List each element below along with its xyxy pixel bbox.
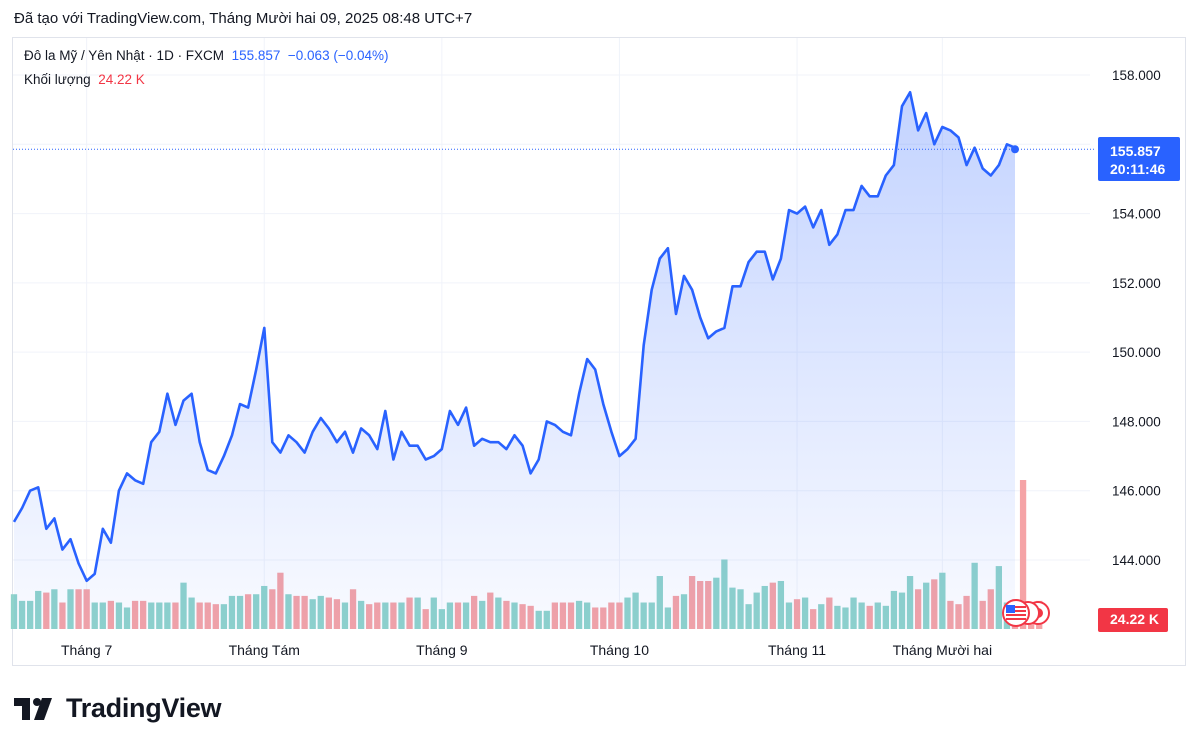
volume-bar — [1019, 480, 1027, 629]
y-tick-label: 152.000 — [1112, 276, 1161, 291]
chart-credit-header: Đã tạo với TradingView.com, Tháng Mười h… — [14, 10, 473, 27]
y-tick-label: 154.000 — [1112, 207, 1161, 222]
x-axis: Tháng 7 Tháng Tám Tháng 9 Tháng 10 Tháng 11 T… — [61, 642, 992, 658]
x-tick-label: Tháng Tám — [229, 642, 300, 658]
last-price-dot — [1011, 145, 1019, 154]
volume-value: 24.22 K — [98, 72, 145, 87]
x-tick-label: Tháng 10 — [590, 642, 649, 658]
y-tick-label: 148.000 — [1112, 414, 1161, 429]
events-flags[interactable] — [998, 598, 1054, 628]
last-price-value: 155.857 — [231, 48, 281, 63]
symbol-name: Đô la Mỹ / Yên Nhật · 1D · FXCM — [24, 48, 225, 63]
volume-legend[interactable]: Khối lượng 24.22 K — [24, 72, 145, 87]
price-line — [12, 91, 1016, 583]
volume-label: Khối lượng — [24, 72, 91, 87]
y-tick-label: 158.000 — [1112, 68, 1161, 83]
chart-frame[interactable] — [12, 37, 1186, 666]
brand-name: TradingView — [66, 693, 222, 723]
price-axis-tag: 155.857 20:11:46 — [1098, 137, 1180, 181]
tradingview-logo[interactable]: TradingView — [14, 693, 222, 724]
price-tag-value: 155.857 — [1110, 143, 1161, 159]
price-change: −0.063 (−0.04%) — [287, 48, 389, 63]
y-tick-label: 150.000 — [1112, 345, 1161, 360]
price-area-fill — [14, 92, 1015, 630]
y-tick-label: 146.000 — [1112, 484, 1161, 499]
x-tick-label: Tháng Mười hai — [893, 642, 992, 658]
price-tag-countdown: 20:11:46 — [1110, 161, 1166, 177]
tv-logo-icon — [14, 697, 52, 720]
volume-axis-tag: 24.22 K — [1098, 608, 1168, 632]
x-tick-label: Tháng 7 — [61, 642, 113, 658]
y-tick-label: 144.000 — [1112, 553, 1161, 568]
symbol-legend[interactable]: Đô la Mỹ / Yên Nhật · 1D · FXCM 155.857 … — [24, 48, 388, 63]
x-tick-label: Tháng 9 — [416, 642, 468, 658]
x-tick-label: Tháng 11 — [768, 642, 826, 658]
